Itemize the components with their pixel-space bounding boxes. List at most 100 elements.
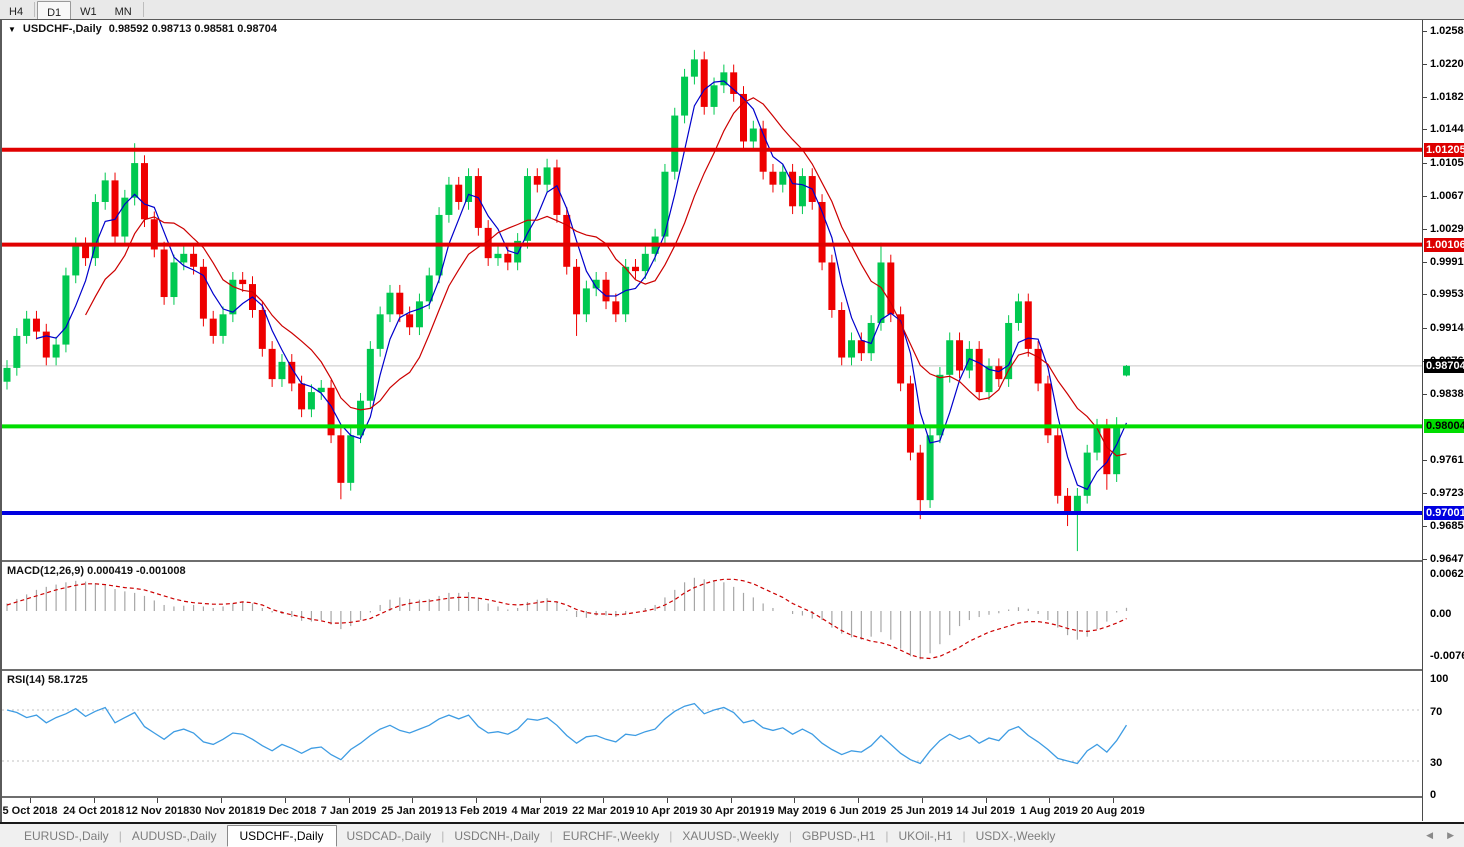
price-tick-mark [1423,129,1427,131]
timeframe-button-w1[interactable]: W1 [80,5,97,18]
price-tick-label: 1.01050 [1430,157,1464,170]
date-tick-label: 19 Dec 2018 [253,805,317,817]
symbol-tab-bar: EURUSD-,Daily | AUDUSD-,Daily USDCHF-,Daily… [0,822,1464,847]
date-tick-label: 22 Mar 2019 [572,805,635,817]
price-tick-label: 1.02580 [1430,24,1464,37]
tabs-container: EURUSD-,Daily | AUDUSD-,Daily USDCHF-,Daily… [14,824,1065,847]
chart-symbol-label: USDCHF-,Daily [22,23,102,35]
rsi-axis-label: 0 [1430,789,1437,801]
tab-scroll-left-icon[interactable]: ◀ [1426,830,1434,840]
date-tick-mark [93,798,95,803]
price-tick-mark [1423,163,1427,165]
price-level-label-resistance-upper: 1.01205 [1424,142,1464,157]
tab-separator: | [441,828,445,843]
tab-eurusd[interactable]: EURUSD-,Daily [24,828,109,843]
date-tick-label: 4 Mar 2019 [511,805,568,817]
date-tick-label: 10 Apr 2019 [636,805,698,817]
tab-audusd[interactable]: AUDUSD-,Daily [131,828,217,843]
date-tick-mark [603,798,605,803]
rsi-axis-label: 30 [1430,757,1443,769]
date-tick-mark [539,798,541,803]
date-tick-label: 1 Aug 2019 [1020,805,1079,817]
price-tick-label: 0.96470 [1430,552,1464,565]
date-tick-mark [284,798,286,803]
tab-usdchf[interactable]: USDCHF-,Daily [226,824,337,847]
macd-indicator-label: MACD(12,26,9) 0.000419 -0.001008 [7,565,186,577]
tab-separator: | [669,828,673,843]
toolbar-separator [34,2,36,17]
price-tick-mark [1423,228,1427,230]
date-axis: 5 Oct 2018 24 Oct 2018 12 Nov 2018 30 Nov 2… [2,798,1422,821]
tab-scroll-right-icon[interactable]: ▶ [1447,830,1454,840]
price-tick-label: 1.01820 [1430,90,1464,103]
date-tick-label: 25 Jun 2019 [890,805,953,817]
price-tick-mark [1423,393,1427,395]
tab-usdcad[interactable]: USDCAD-,Daily [346,828,432,843]
macd-axis-label: 0.00 [1430,608,1452,620]
price-tick-mark [1423,30,1427,32]
price-tick-mark [1423,261,1427,263]
tab-separator: | [118,828,122,843]
chart-dropdown-icon[interactable]: ▼ [8,24,16,34]
tab-gbpusd[interactable]: GBPUSD-,H1 [801,828,876,843]
tab-separator: | [549,828,553,843]
price-tick-mark [1423,558,1427,560]
tab-separator: | [885,828,889,843]
price-tick-label: 1.00670 [1430,189,1464,202]
tab-ukoil[interactable]: UKOil-,H1 [898,828,953,843]
panel-separator[interactable] [2,560,1422,562]
rsi-indicator-label: RSI(14) 58.1725 [7,674,88,686]
date-tick-mark [921,798,923,803]
price-tick-mark [1423,493,1427,495]
toolbar-separator [142,2,144,17]
date-tick-mark [794,798,796,803]
price-chart-canvas[interactable] [2,20,1422,560]
tab-eurchf[interactable]: EURCHF-,Weekly [562,828,660,843]
date-tick-mark [412,798,414,803]
date-tick-mark [730,798,732,803]
price-tick-mark [1423,328,1427,330]
date-tick-mark [858,798,860,803]
date-tick-label: 19 May 2019 [762,805,827,817]
date-tick-mark [348,798,350,803]
chart-ohlc-values: 0.98592 0.98713 0.98581 0.98704 [108,23,277,35]
date-tick-label: 7 Jan 2019 [320,805,377,817]
date-tick-label: 30 Apr 2019 [700,805,762,817]
panel-separator[interactable] [2,669,1422,671]
price-axis: 1.02580 1.02200 1.01820 1.01440 1.01050 1.006… [1423,20,1464,821]
timeframe-toolbar: H4 D1 W1 MN [0,0,1464,22]
date-tick-label: 14 Jul 2019 [956,805,1015,817]
tab-usdcnh[interactable]: USDCNH-,Daily [454,828,540,843]
macd-axis-label: -0.00762 [1430,650,1464,662]
timeframe-button-mn[interactable]: MN [114,5,132,18]
date-tick-mark [1112,798,1114,803]
price-tick-mark [1423,63,1427,65]
date-tick-label: 24 Oct 2018 [63,805,125,817]
price-tick-mark [1423,195,1427,197]
date-tick-label: 6 Jun 2019 [829,805,887,817]
date-tick-label: 13 Feb 2019 [444,805,508,817]
date-tick-mark [475,798,477,803]
date-tick-label: 30 Nov 2018 [189,805,253,817]
price-level-label-current-price: 0.98704 [1424,358,1464,373]
tab-usdx[interactable]: USDX-,Weekly [975,828,1056,843]
date-tick-label: 12 Nov 2018 [125,805,190,817]
price-axis-border [1422,20,1423,821]
rsi-panel-canvas[interactable] [2,671,1422,796]
tab-xauusd[interactable]: XAUUSD-,Weekly [682,828,779,843]
price-level-label-resistance-lower: 1.00106 [1424,237,1464,252]
date-tick-mark [985,798,987,803]
chart-window[interactable]: ▼ USDCHF-,Daily 0.98592 0.98713 0.98581 … [0,19,1464,822]
price-level-label-support-green: 0.98004 [1424,419,1464,434]
macd-panel-canvas[interactable] [2,562,1422,669]
tab-separator: | [962,828,966,843]
price-tick-mark [1423,526,1427,528]
timeframe-button-h4[interactable]: H4 [9,5,24,18]
